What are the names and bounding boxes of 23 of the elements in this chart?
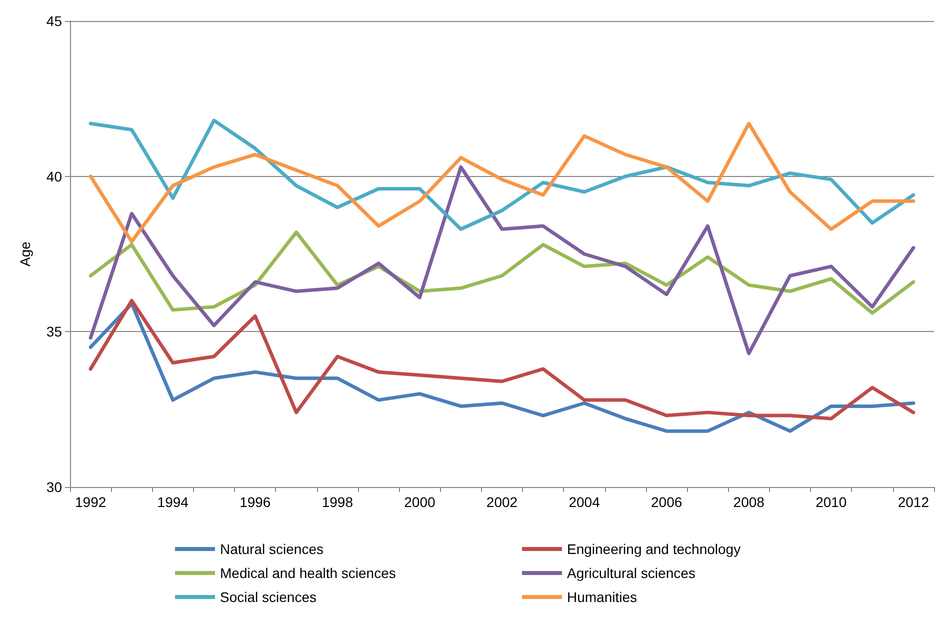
legend-label: Agricultural sciences	[567, 565, 696, 581]
legend-label: Social sciences	[220, 589, 316, 605]
legend-label: Natural sciences	[220, 541, 324, 557]
y-tick-label: 35	[46, 324, 62, 340]
x-tick-label: 2004	[568, 494, 600, 510]
y-axis-title: Age	[17, 241, 33, 266]
x-tick-label: 2006	[650, 494, 682, 510]
x-tick-label: 2000	[404, 494, 436, 510]
x-tick-label: 2012	[898, 494, 930, 510]
y-tick-label: 40	[46, 168, 62, 184]
x-tick-label: 2010	[816, 494, 847, 510]
x-tick-label: 1996	[240, 494, 271, 510]
legend-label: Humanities	[567, 589, 638, 605]
x-tick-label: 1998	[322, 494, 354, 510]
y-tick-label: 30	[46, 479, 62, 495]
legend-label: Medical and health sciences	[220, 565, 396, 581]
line-series	[88, 165, 916, 356]
x-tick-label: 1994	[157, 494, 189, 510]
x-tick-label: 2002	[486, 494, 518, 510]
x-tick-label: 1992	[74, 494, 106, 510]
y-tick-label: 45	[46, 13, 62, 29]
x-tick-label: 2008	[733, 494, 765, 510]
legend-label: Engineering and technology	[567, 541, 741, 557]
